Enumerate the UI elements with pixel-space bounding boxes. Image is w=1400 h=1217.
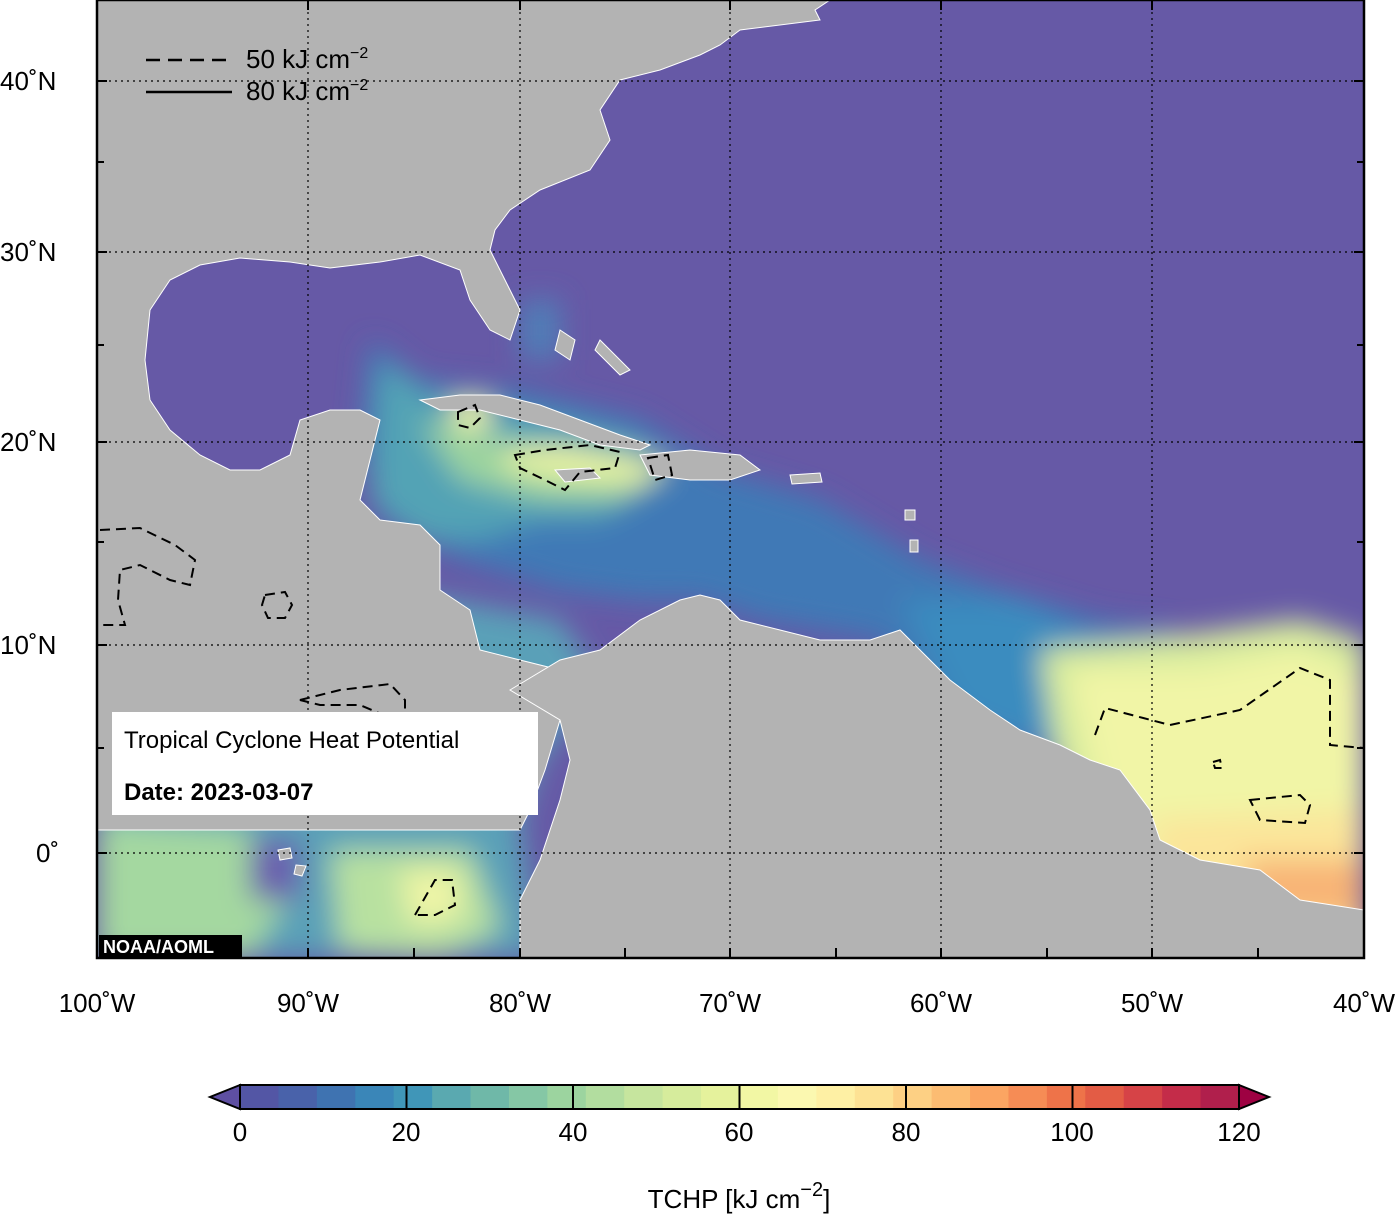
colorbar-tick-20: 20: [392, 1117, 421, 1147]
colorbar-cell: [585, 1085, 625, 1109]
longitude-labels: 100˚W 90˚W 80˚W 70˚W 60˚W 50˚W 40˚W: [59, 988, 1396, 1018]
colorbar-cell: [893, 1085, 933, 1109]
colorbar-cell: [624, 1085, 664, 1109]
colorbar-cell: [393, 1085, 433, 1109]
legend-dashed-label: 50 kJ cm−2: [246, 44, 368, 74]
info-box-background: [112, 712, 538, 815]
colorbar-cell: [970, 1085, 1010, 1109]
colorbar-cell: [777, 1085, 817, 1109]
colorbar-cell: [316, 1085, 356, 1109]
colorbar-cell: [240, 1085, 280, 1109]
lon-label-60w: 60˚W: [910, 988, 973, 1018]
colorbar-tick-40: 40: [559, 1117, 588, 1147]
colorbar-cell: [1085, 1085, 1125, 1109]
colorbar-tick-120: 120: [1217, 1117, 1260, 1147]
info-box: Tropical Cyclone Heat Potential Date: 20…: [112, 712, 538, 815]
colorbar-cell: [508, 1085, 548, 1109]
legend-solid-label: 80 kJ cm−2: [246, 76, 368, 106]
lat-label-20n: 20˚N: [0, 427, 56, 457]
colorbar-tick-80: 80: [892, 1117, 921, 1147]
colorbar-cell: [278, 1085, 318, 1109]
colorbar-cell: [1008, 1085, 1048, 1109]
lon-label-90w: 90˚W: [277, 988, 340, 1018]
credit-text: NOAA/AOML: [103, 937, 214, 957]
info-box-title: Tropical Cyclone Heat Potential: [124, 727, 459, 754]
lon-label-50w: 50˚W: [1121, 988, 1184, 1018]
credit-background: [99, 935, 242, 958]
contour-legend: 50 kJ cm−2 80 kJ cm−2: [146, 44, 368, 106]
colorbar-cell: [816, 1085, 856, 1109]
lon-label-40w: 40˚W: [1333, 988, 1396, 1018]
colorbar-tick-60: 60: [725, 1117, 754, 1147]
lat-label-30n: 30˚N: [0, 237, 56, 267]
colorbar-tick-labels: 0 20 40 60 80 100 120: [233, 1117, 1261, 1147]
colorbar-cell: [355, 1085, 395, 1109]
colorbar-cell: [701, 1085, 741, 1109]
lon-label-80w: 80˚W: [489, 988, 552, 1018]
latitude-labels: 40˚N 30˚N 20˚N 10˚N 0˚: [0, 66, 59, 868]
info-box-date: Date: 2023-03-07: [124, 779, 313, 806]
lon-label-100w: 100˚W: [59, 988, 136, 1018]
credit-badge: NOAA/AOML: [99, 935, 242, 958]
lat-label-0: 0˚: [36, 838, 59, 868]
colorbar-cell: [1046, 1085, 1086, 1109]
colorbar-cell: [662, 1085, 702, 1109]
colorbar-cell: [739, 1085, 779, 1109]
lat-label-10n: 10˚N: [0, 630, 56, 660]
lat-label-40n: 40˚N: [0, 66, 56, 96]
colorbar-tick-100: 100: [1050, 1117, 1093, 1147]
axis-ticks: [97, 0, 1364, 958]
land-masses: [97, 0, 1364, 958]
colorbar-cells: [240, 1085, 1240, 1109]
colorbar-cell: [1162, 1085, 1202, 1109]
colorbar-tick-0: 0: [233, 1117, 247, 1147]
colorbar: 0 20 40 60 80 100 120 TCHP [kJ cm−2]: [207, 1083, 1272, 1214]
colorbar-ticks: [239, 1085, 1240, 1109]
map-area: [97, 0, 1364, 958]
colorbar-cell: [432, 1085, 472, 1109]
colorbar-cell: [931, 1085, 971, 1109]
colorbar-max-extension: [1238, 1083, 1272, 1111]
colorbar-cell: [854, 1085, 894, 1109]
colorbar-cell: [1200, 1085, 1240, 1109]
colorbar-label: TCHP [kJ cm−2]: [648, 1179, 831, 1214]
colorbar-cell: [470, 1085, 510, 1109]
colorbar-cell: [547, 1085, 587, 1109]
colorbar-cell: [1123, 1085, 1163, 1109]
lon-label-70w: 70˚W: [699, 988, 762, 1018]
colorbar-min-extension: [207, 1083, 241, 1111]
